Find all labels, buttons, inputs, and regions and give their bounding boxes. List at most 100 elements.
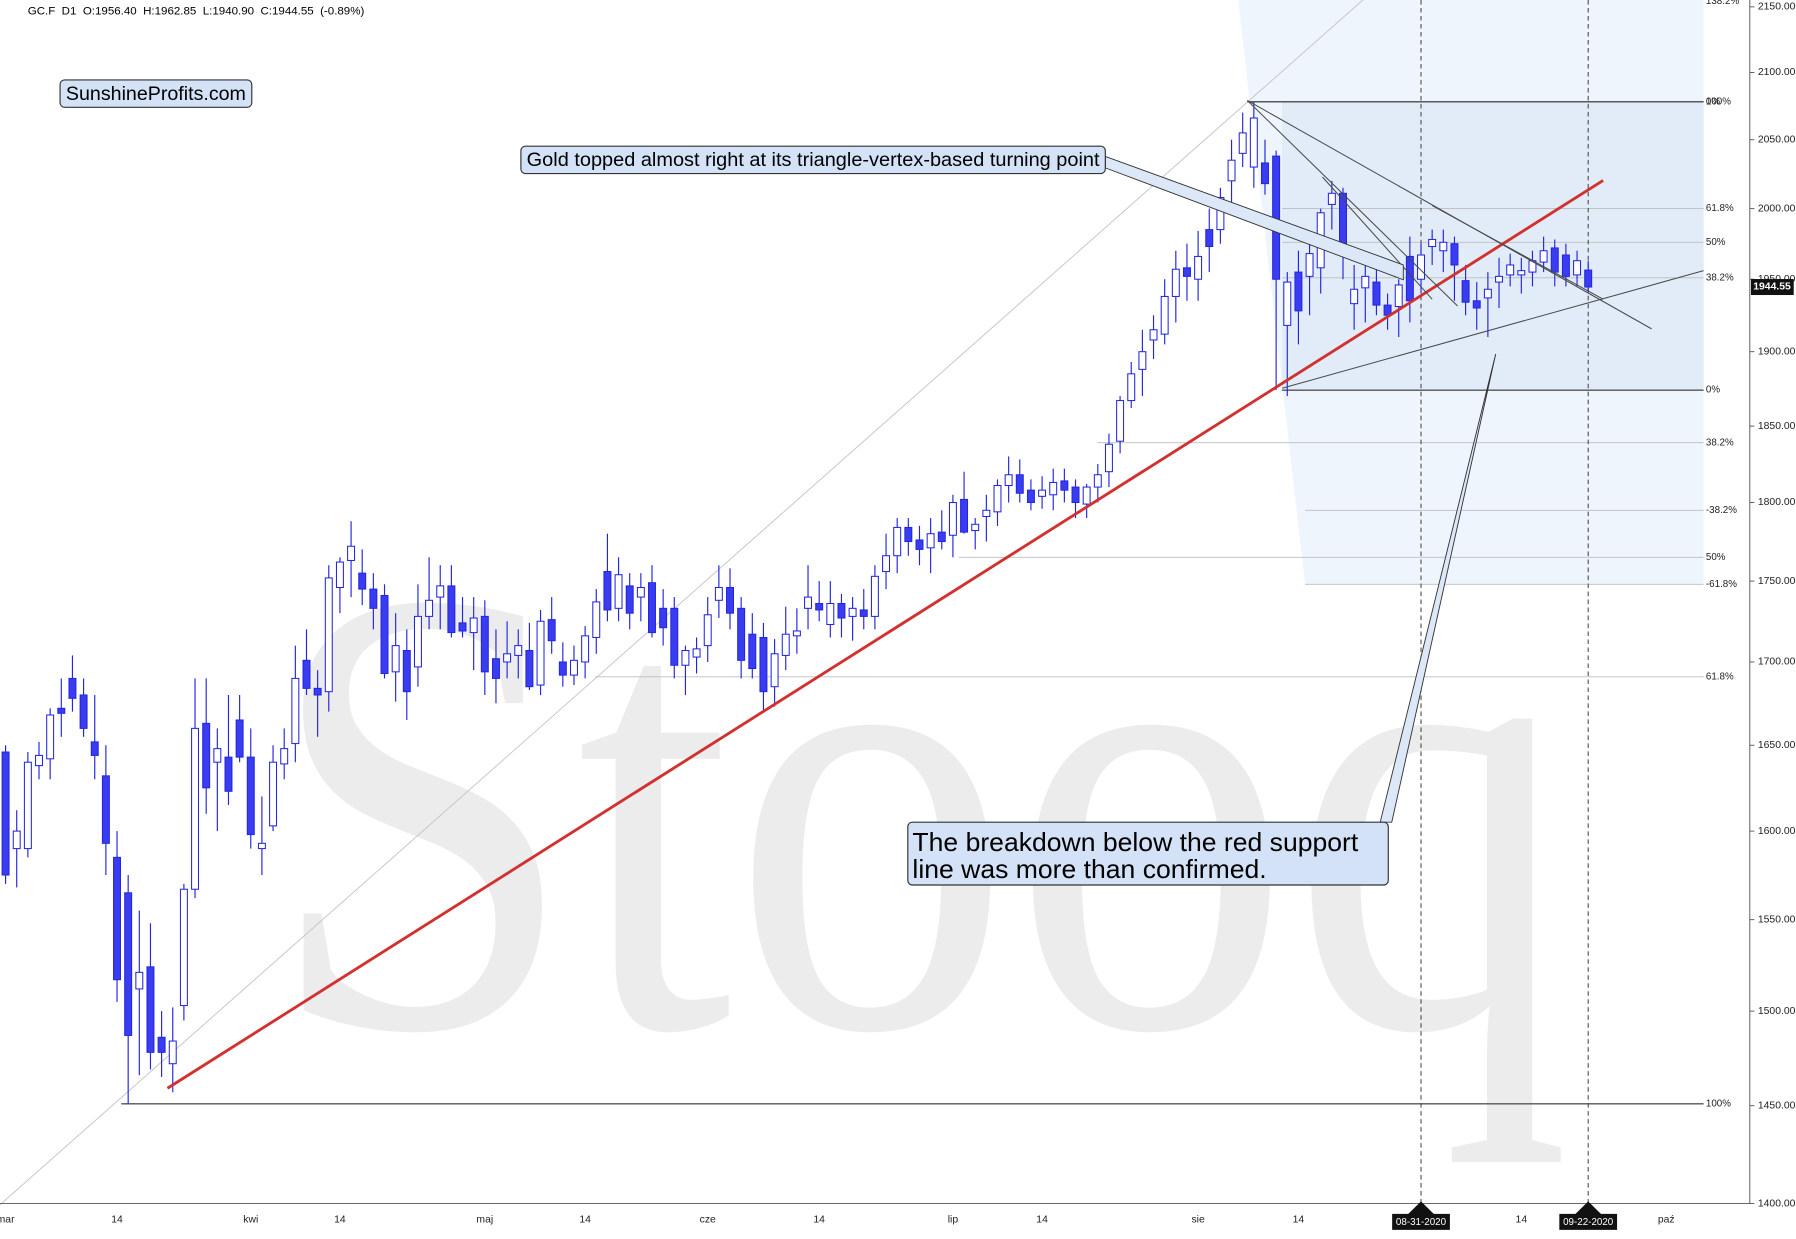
last-price-box (1750, 279, 1794, 296)
levels-layer: 138.2%0%100%61.8%50%38.2%0%38.2%-38.2%50… (121, 0, 1739, 1204)
candle-body (1071, 486, 1080, 504)
candle-body (257, 842, 266, 850)
candle-body (324, 577, 333, 693)
chart-header: GC.F D1 O:1956.40 H:1962.85 L:1940.90 C:… (28, 5, 365, 17)
candle-body (514, 645, 523, 656)
candle-body (971, 523, 980, 532)
annotation-line: line was more than confirmed. (912, 854, 1266, 884)
candle-body (436, 585, 445, 598)
candle-body (480, 615, 489, 673)
y-tick-label: 1450.00 (1758, 1100, 1796, 1111)
candle-body (23, 761, 32, 850)
candle-body (1495, 275, 1504, 283)
candle-body (1417, 254, 1426, 280)
x-tick-label: kwi (243, 1214, 258, 1225)
x-tick-label: mar (0, 1214, 15, 1225)
candle-body (1539, 250, 1548, 263)
candle-body (157, 1036, 166, 1053)
candle-body (458, 622, 467, 632)
candle-body (1227, 159, 1236, 182)
candle-body (1283, 281, 1292, 326)
candle-body (503, 653, 512, 663)
candle-body (737, 607, 746, 661)
candle-body (781, 633, 790, 656)
candle-body (413, 615, 422, 668)
candle-body (1461, 280, 1470, 303)
trend-line (1322, 176, 1433, 300)
x-tick-label: paź (1658, 1214, 1675, 1225)
y-tick-label: 2150.00 (1758, 2, 1796, 13)
candle-body (1428, 238, 1437, 248)
candle-body (1339, 192, 1347, 249)
candle-body (1439, 241, 1448, 252)
candle-body (358, 572, 367, 590)
y-tick-label: 2100.00 (1758, 67, 1796, 78)
candle-body (1182, 267, 1191, 277)
level-label: 61.8% (1706, 671, 1734, 682)
candle-body (1506, 264, 1515, 276)
annotation-box (520, 145, 1106, 175)
candle-body (135, 971, 144, 990)
support-line (166, 179, 1604, 1090)
candle-body (659, 607, 668, 629)
candle-body (536, 620, 545, 686)
candle-body (1294, 271, 1303, 312)
candle-body (726, 586, 734, 614)
date-marker-box (1392, 1213, 1450, 1230)
x-tick-label: 14 (579, 1214, 591, 1225)
level-label: 61.8% (1706, 203, 1734, 214)
candle-body (848, 607, 857, 617)
level-label: 50% (1706, 552, 1726, 563)
y-tick-label: 1550.00 (1758, 914, 1796, 925)
candle-body (1327, 192, 1336, 205)
trend-line (1247, 100, 1458, 307)
candle-body (1149, 329, 1158, 341)
candle-body (1372, 281, 1381, 306)
candle-body (1026, 489, 1035, 504)
candle-body (1517, 270, 1526, 276)
level-label: 138.2% (1706, 0, 1740, 7)
candle-body (748, 633, 757, 670)
candle-body (1060, 480, 1069, 491)
x-tick-label: 14 (1516, 1214, 1528, 1225)
candle-body (447, 585, 456, 634)
x-tick-label: lip (948, 1214, 959, 1225)
candle-body (1260, 162, 1269, 185)
y-tick-label: 1600.00 (1758, 826, 1796, 837)
candle-body (569, 659, 578, 676)
candle-body (168, 1040, 177, 1065)
candle-body (547, 619, 556, 642)
candle-body (603, 571, 612, 611)
candle-body (759, 636, 768, 693)
candle-body (1238, 132, 1247, 154)
y-tick-label: 1850.00 (1758, 421, 1796, 432)
y-tick-label: 1500.00 (1758, 1006, 1796, 1017)
x-tick-label: 08-31-2020 (1396, 1217, 1447, 1228)
candle-body (703, 614, 712, 647)
candle-body (313, 687, 322, 696)
candle-body (837, 603, 846, 619)
level-label: 0% (1706, 96, 1721, 107)
candle-body (937, 531, 946, 543)
candle-body (402, 649, 411, 693)
y-tick-label: 1650.00 (1758, 740, 1796, 751)
candle-body (670, 607, 679, 666)
level-label: 100% (1706, 1098, 1731, 1109)
y-tick-label: 1700.00 (1758, 657, 1796, 668)
candle-body (692, 648, 701, 658)
candle-body (982, 509, 991, 518)
site-label: SunshineProfits.com (66, 83, 246, 105)
candle-body (1138, 351, 1147, 370)
candle-body (179, 888, 188, 1007)
annotation: Gold topped almost right at its triangle… (527, 149, 1100, 171)
candle-body (714, 586, 723, 601)
candle-body (1550, 247, 1559, 273)
level-label: -38.2% (1706, 505, 1737, 516)
candle-body (1093, 474, 1102, 488)
candle-body (592, 601, 601, 638)
y-tick-label: 1400.00 (1758, 1198, 1796, 1209)
candle-body (1127, 373, 1136, 402)
candle-body (681, 649, 690, 666)
candle-body (68, 677, 77, 699)
